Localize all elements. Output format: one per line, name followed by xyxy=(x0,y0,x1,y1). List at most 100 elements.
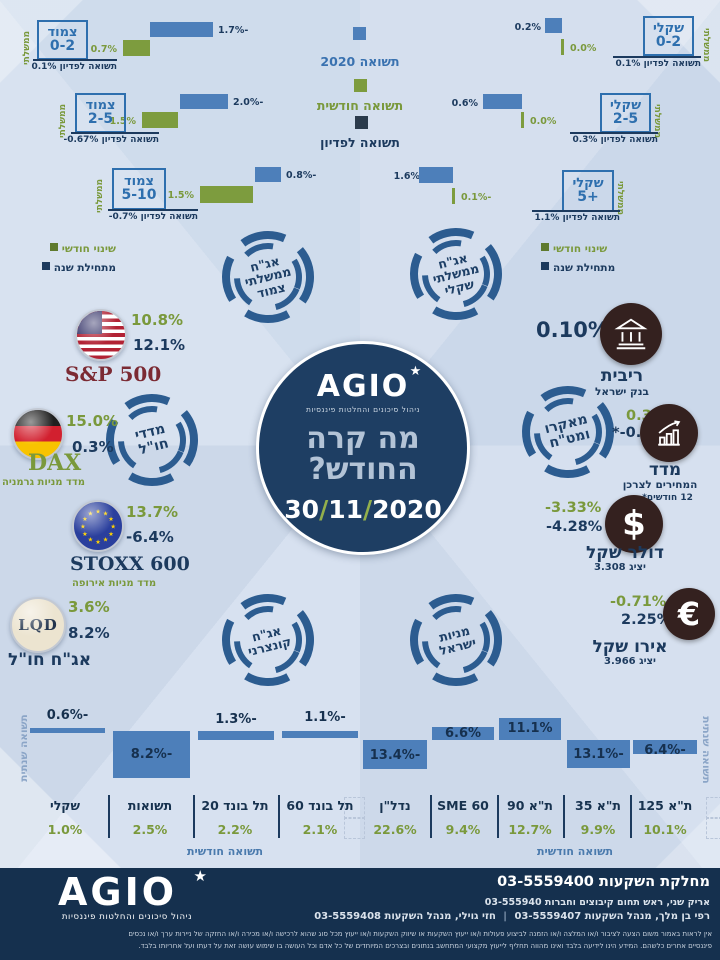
germany-flag-icon xyxy=(12,408,64,460)
stoxx-subtitle: מדד מניות אירופה xyxy=(72,578,157,589)
cpi-sub: המחירים לצרכן xyxy=(622,479,698,491)
us-flag-icon xyxy=(75,309,127,361)
eu-stars: ★ ★★★★★★★★★★★ xyxy=(80,509,116,546)
shekel-1-monthly-bar xyxy=(521,112,524,128)
legend-ytd-swatch xyxy=(353,27,366,40)
eur-sub: יציג 3.966 xyxy=(603,656,656,667)
lqd-coin-icon: LQD xyxy=(10,597,66,653)
decorative-dashed-box xyxy=(706,797,720,819)
dollar-icon: $ xyxy=(605,495,663,553)
stoxx-monthly: 13.7% xyxy=(126,503,179,521)
badge-macro-fx: מאקרו ומט"ח xyxy=(520,384,616,480)
svg-text:★: ★ xyxy=(110,524,116,531)
navy-swatch-icon xyxy=(41,262,50,270)
divider xyxy=(613,56,701,58)
divider xyxy=(497,795,499,838)
cpi-note: 12 חודשים* xyxy=(642,493,693,503)
report-date: 30/11/2020 xyxy=(284,494,442,524)
shekel-1-box: שקלי 2-5 xyxy=(600,93,651,133)
linked-1-ytd-bar xyxy=(180,94,228,109)
linked-0-box: צמוד 0-2 xyxy=(37,20,88,60)
badge-world-indices: מדדי חו"ל xyxy=(104,392,200,488)
svg-text:★: ★ xyxy=(108,516,114,523)
stock-bar-4 xyxy=(633,740,697,754)
svg-text:★: ★ xyxy=(80,524,86,531)
badge-corporate-bonds: אג"ח קונצרני xyxy=(220,592,316,688)
shekel-0-monthly-bar xyxy=(561,39,564,55)
agio-logo: AGIO ★ xyxy=(316,364,422,405)
stock-bar-1 xyxy=(432,727,494,740)
shekel-0-monthly-value: 0.0% xyxy=(570,43,597,54)
usd-name: דולר שקל xyxy=(586,543,664,563)
euro-icon: € xyxy=(663,588,715,640)
stock-cat-3: ת"א 35 xyxy=(575,798,621,813)
linked-0-maturity: תשואה לפדיון 0.1% xyxy=(31,62,117,72)
corp-monthly-1: 2.5% xyxy=(132,822,168,837)
navy-swatch-icon xyxy=(541,262,549,270)
shekel-1-maturity: תשואה לפדיון 0.3% xyxy=(572,135,658,145)
stock-value-1b: 6.6% xyxy=(444,726,482,741)
footer-agio-logo: AGIO ★ ניהול סיכונים והחלטות פיננסיות xyxy=(58,867,210,922)
star-icon: ★ xyxy=(409,364,422,380)
divider xyxy=(108,795,110,838)
svg-text:★: ★ xyxy=(95,539,101,546)
stock-footer-label: תשואה חודשית xyxy=(537,845,613,858)
legend-monthly-label: תשואה חודשית xyxy=(316,98,404,113)
footer: מחלקת השקעות 03-5559400 אריק שני, ראש תח… xyxy=(0,868,720,960)
bank-icon xyxy=(600,303,662,365)
dax-ytd: 0.3% xyxy=(72,438,114,456)
legend-monthly-change: שינוי חודשי xyxy=(541,243,651,255)
dashed-ring-icon xyxy=(222,231,314,323)
corp-monthly-0: 1.0% xyxy=(47,822,83,837)
lqd-ytd: 8.2% xyxy=(68,624,110,642)
divider xyxy=(630,795,632,838)
stock-cat-0: נדל"ן xyxy=(379,798,411,813)
corp-cat-2: תל בונד 20 xyxy=(201,798,269,813)
stock-value-2: 11.1% xyxy=(507,721,553,736)
stock-monthly-2: 12.7% xyxy=(508,822,552,837)
shekel-0-ytd-value: 0.2% xyxy=(514,22,541,33)
legend-monthly-change: שינוי חודשי xyxy=(12,243,116,255)
linked-1-maturity: תשואה לפדיון -0.67% xyxy=(63,135,159,145)
lqd-name: אג"ח חו"ל xyxy=(8,650,92,670)
divider xyxy=(570,132,658,134)
stock-cat-4: ת"א 125 xyxy=(637,798,693,813)
corp-axis-label: תשואה שנתית xyxy=(18,714,30,782)
stock-axis-label: תשואה שנתית xyxy=(700,716,712,784)
stoxx-ytd: -6.4% xyxy=(126,528,174,546)
stock-bar-2 xyxy=(499,718,561,740)
cpi-name: מדד xyxy=(648,460,682,480)
stock-value-0: -13.4% xyxy=(369,748,421,763)
shekel-2-monthly-value: -0.1% xyxy=(461,192,492,203)
eur-ytd: 2.25% xyxy=(621,612,672,628)
linked-2-monthly-value: 1.5% xyxy=(167,190,194,201)
svg-text:★: ★ xyxy=(95,509,101,516)
linked-1-ytd-value: -2.0% xyxy=(233,97,264,108)
corp-value-2: -1.3% xyxy=(215,712,257,727)
footer-disclaimer-1: אין לראות באמור משום הצעה לציבור ו/או המ… xyxy=(128,930,712,938)
legend-ytd-label: תשואה 2020 xyxy=(320,54,400,69)
shekel-1-monthly-value: 0.0% xyxy=(530,116,557,127)
linked-2-maturity: תשואה לפדיון -0.7% xyxy=(108,212,198,222)
divider xyxy=(430,795,432,838)
corp-bar-1 xyxy=(113,731,190,778)
dax-subtitle: מדד מניות גרמניה xyxy=(2,477,86,488)
svg-text:★: ★ xyxy=(82,531,88,538)
corp-value-1: -8.2% xyxy=(130,747,173,762)
badge-israel-stocks: מניות ישראל xyxy=(408,592,504,688)
badge-gov-shekel-bonds: אג"ח ממשלתי שקלי xyxy=(408,226,504,322)
decorative-dashed-box xyxy=(344,797,365,819)
dashed-ring-icon xyxy=(222,594,314,686)
stock-monthly-4: 10.1% xyxy=(643,822,687,837)
divider xyxy=(108,209,198,211)
stock-value-4: -6.4% xyxy=(644,743,686,758)
legend-monthly-swatch xyxy=(354,79,367,92)
badge-gov-linked-bonds: אג"ח ממשלתי צמוד xyxy=(220,229,316,325)
usd-monthly: -3.33% xyxy=(545,500,602,516)
linked-0-monthly-value: 0.7% xyxy=(90,44,117,55)
shekel-0-box: שקלי 0-2 xyxy=(643,16,694,56)
decorative-dashed-box xyxy=(344,817,365,839)
linked-0-ytd-bar xyxy=(150,22,213,37)
svg-text:★: ★ xyxy=(88,511,94,518)
